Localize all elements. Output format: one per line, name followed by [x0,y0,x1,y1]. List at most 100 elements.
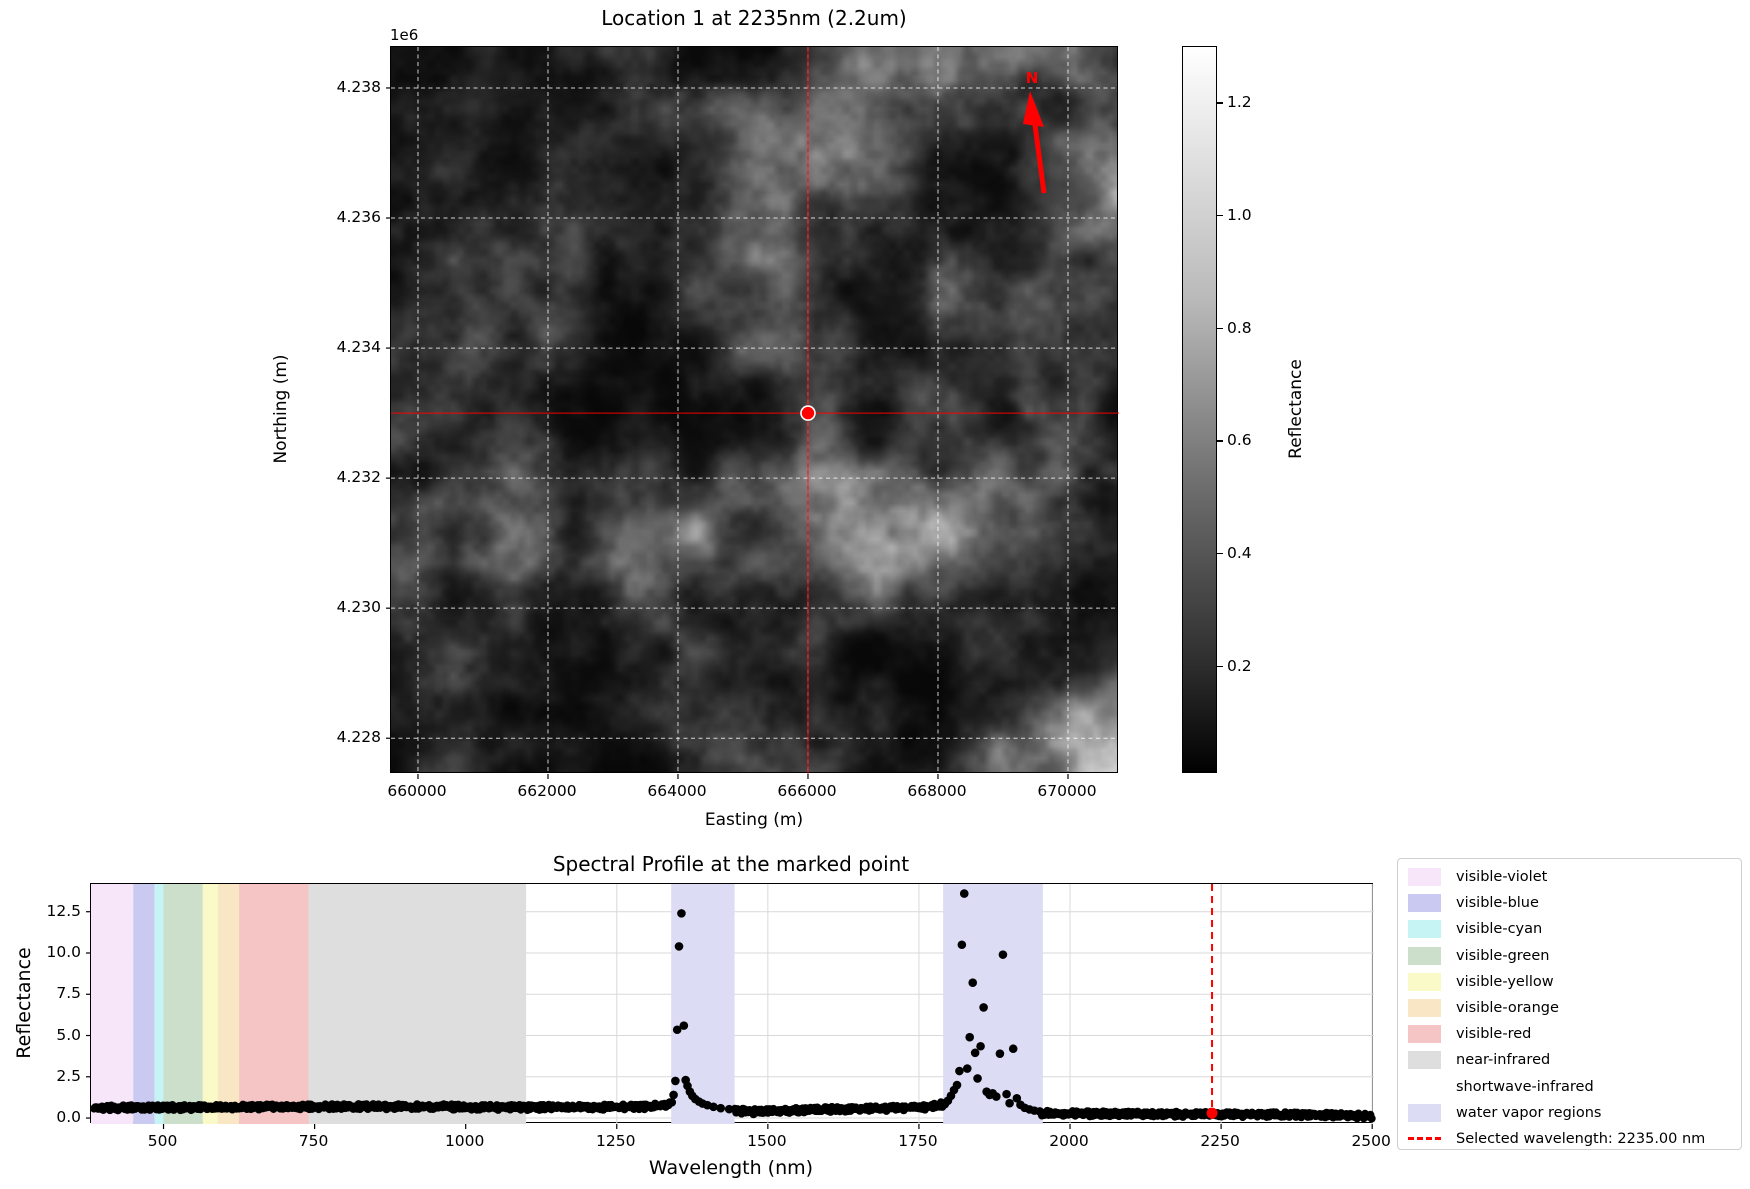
band-visible-violet [91,884,134,1124]
legend-item: visible-red [1408,1021,1741,1047]
legend-item-label: visible-orange [1456,1000,1559,1017]
spectral-x-tick-label: 2250 [1200,1132,1240,1150]
map-plot-area[interactable]: N [386,46,1119,779]
legend-item-label: shortwave-infrared [1456,1078,1594,1095]
band-visible-cyan [154,884,164,1124]
legend-item-label: visible-cyan [1456,921,1543,938]
colorbar-tick-label: 0.8 [1227,318,1252,337]
colorbar-tick [1217,327,1223,329]
legend-color-swatch [1408,1025,1441,1044]
band-water-vapor-regions [671,884,735,1124]
legend-dashed-line-swatch [1408,1137,1441,1141]
legend-item: shortwave-infrared [1408,1074,1741,1100]
north-arrow-head [1023,91,1044,127]
legend-color-swatch [1408,999,1441,1018]
colorbar-tick [1217,440,1223,442]
grayscale-reflectance-image[interactable] [391,47,1117,772]
legend-color-swatch [1408,1077,1441,1096]
colorbar-tick-label: 0.6 [1227,431,1252,450]
map-y-tick-label: 4.236 [336,208,381,227]
northing-axis-offset-label: 1e6 [390,26,419,44]
legend-item-label: water vapor regions [1456,1104,1602,1121]
band-visible-orange [217,884,240,1124]
legend: visible-violet visible-blue visible-cyan vi… [1397,858,1742,1150]
map-x-axis-label: Easting (m) [704,810,804,830]
legend-color-swatch [1408,920,1441,939]
spectral-x-tick-label: 750 [298,1132,329,1150]
colorbar-tick-label: 1.2 [1227,93,1252,112]
spectral-chart-title: Spectral Profile at the marked point [552,852,910,876]
band-visible-red [239,884,309,1124]
marked-point-marker[interactable] [800,405,816,421]
spectral-y-axis-label: Reflectance [13,947,35,1059]
legend-item: near-infrared [1408,1047,1741,1073]
map-x-tick-label: 662000 [517,782,577,800]
legend-item-label: Selected wavelength: 2235.00 nm [1456,1130,1706,1147]
legend-item: visible-blue [1408,890,1741,916]
legend-color-swatch [1408,946,1441,965]
legend-item-label: near-infrared [1456,1052,1551,1069]
spectral-x-tick-label: 1000 [444,1132,485,1150]
colorbar-tick [1217,665,1223,668]
band-visible-yellow [202,884,218,1124]
colorbar-tick-label: 0.2 [1227,656,1252,675]
map-y-axis-label: Northing (m) [271,354,291,464]
legend-item: visible-cyan [1408,916,1741,942]
legend-item: visible-green [1408,943,1741,969]
spectral-x-tick-label: 1500 [747,1132,787,1150]
legend-item-label: visible-yellow [1456,973,1554,990]
colorbar-tick [1217,553,1223,555]
reflectance-colorbar [1182,46,1217,773]
spectral-y-tick-label: 5.0 [56,1025,81,1044]
map-x-tick-label: 670000 [1037,782,1097,800]
legend-color-swatch [1408,1103,1441,1122]
spectral-plot-area[interactable] [86,883,1376,1129]
colorbar-tick [1217,102,1223,104]
legend-item: Selected wavelength: 2235.00 nm [1408,1126,1741,1152]
spectral-x-tick-label: 2500 [1351,1132,1391,1150]
spectral-x-tick-label: 1750 [898,1132,938,1150]
map-y-tick-label: 4.230 [336,598,381,617]
legend-color-swatch [1408,972,1441,991]
spectral-y-tick-label: 0.0 [56,1108,81,1127]
map-y-tick-label: 4.234 [336,338,381,357]
north-arrow-shaft [1032,124,1047,194]
spectral-x-tick-label: 1250 [596,1132,636,1150]
map-y-tick-label: 4.238 [336,77,381,96]
legend-item-label: visible-blue [1456,895,1539,912]
legend-item: visible-orange [1408,995,1741,1021]
colorbar-tick [1217,215,1223,217]
map-x-tick-label: 668000 [907,782,967,800]
map-x-tick-label: 660000 [387,782,447,800]
legend-color-swatch [1408,894,1441,913]
north-label: N [1026,69,1039,87]
map-x-tick-label: 666000 [777,782,837,800]
spectral-x-tick-label: 500 [147,1132,178,1150]
spectral-x-tick-label: 2000 [1049,1132,1089,1150]
legend-item: visible-yellow [1408,969,1741,995]
map-x-tick-label: 664000 [647,782,707,800]
map-y-tick-label: 4.228 [336,728,381,747]
spectrum-points [90,889,1376,1123]
colorbar-tick-label: 0.4 [1227,544,1252,563]
selected-wavelength-marker[interactable] [1206,1107,1218,1119]
spectral-scatter [86,884,1376,1129]
colorbar-label: Reflectance [1286,359,1306,459]
legend-item: water vapor regions [1408,1100,1741,1126]
legend-item: visible-violet [1408,864,1741,890]
legend-color-swatch [1408,868,1441,887]
band-visible-blue [133,884,155,1124]
legend-item-label: visible-red [1456,1026,1532,1043]
map-y-tick-label: 4.232 [336,468,381,487]
band-near-infrared [308,884,527,1124]
map-title: Location 1 at 2235nm (2.2um) [601,6,907,30]
colorbar-tick-label: 1.0 [1227,206,1252,225]
legend-item-label: visible-violet [1456,869,1548,886]
legend-color-swatch [1408,1051,1441,1070]
map-overlay: N [386,47,1119,779]
spectral-y-tick-label: 2.5 [56,1066,81,1085]
legend-item-label: visible-green [1456,947,1550,964]
spectral-y-tick-label: 7.5 [56,984,81,1003]
spectral-x-axis-label: Wavelength (nm) [648,1157,814,1179]
